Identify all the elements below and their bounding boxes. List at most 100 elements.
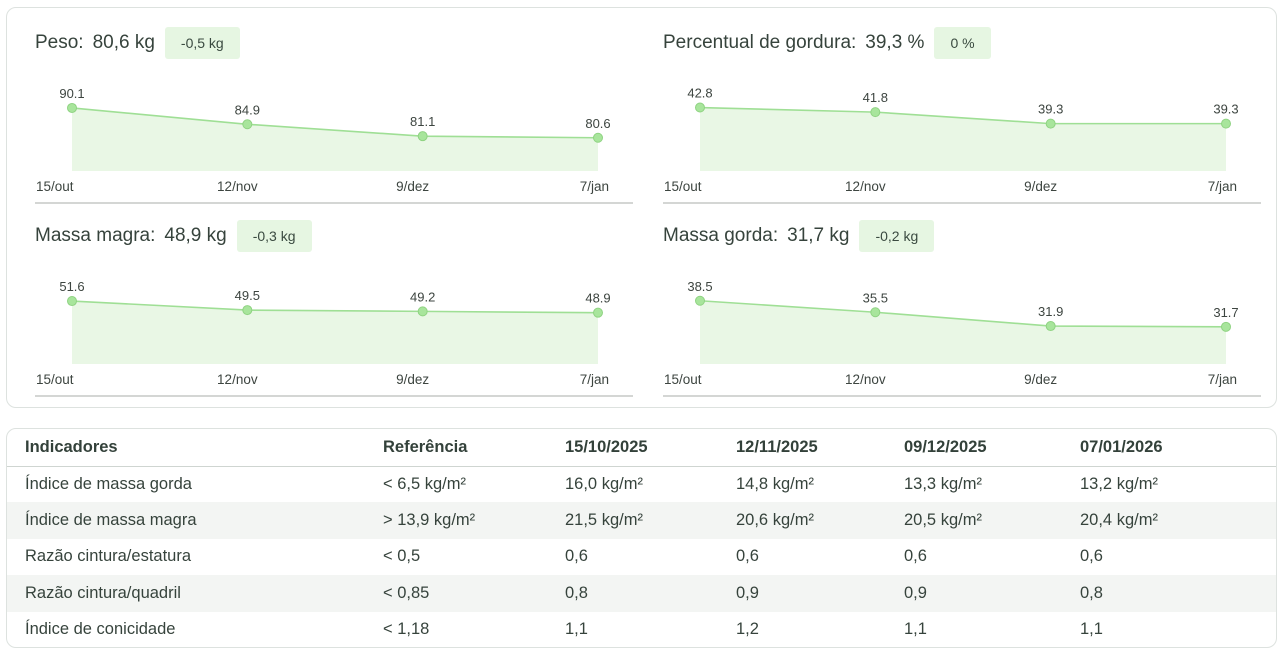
chart-header: Peso: 80,6 kg -0,5 kg: [35, 26, 240, 60]
data-label: 38.5: [687, 279, 712, 294]
chart-peso: Peso: 80,6 kg -0,5 kg 90.1 15/out 84.9 12/n…: [35, 26, 633, 216]
header-date-4: 07/01/2026: [1062, 429, 1276, 467]
chart-label: Peso:: [35, 32, 84, 53]
data-point: [242, 305, 253, 316]
x-tick-label: 7/jan: [1208, 179, 1237, 194]
table-cell: Índice de massa magra: [7, 502, 365, 539]
table-cell: 0,9: [886, 575, 1062, 612]
header-date-3: 09/12/2025: [886, 429, 1062, 467]
table-cell: Índice de massa gorda: [25, 474, 192, 493]
table-cell: > 13,9 kg/m²: [365, 502, 547, 539]
table-row: Índice de massa magra > 13,9 kg/m² 21,5 …: [7, 502, 1276, 539]
table-cell: 1,2: [736, 620, 759, 639]
data-label: 31.7: [1213, 305, 1238, 320]
x-tick-label: 9/dez: [1024, 179, 1057, 194]
chart-header: Massa gorda: 31,7 kg -0,2 kg: [663, 219, 935, 253]
data-point: [1221, 118, 1231, 129]
delta-badge: 0 %: [934, 27, 991, 59]
series-line: [699, 299, 1227, 328]
table-cell: < 6,5 kg/m²: [383, 474, 466, 493]
table-cell: 21,5 kg/m²: [547, 502, 718, 539]
table-cell: Razão cintura/quadril: [7, 575, 365, 612]
data-label: 51.6: [59, 279, 84, 294]
indicators-table: Indicadores Referência 15/10/2025 12/11/…: [7, 429, 1276, 647]
data-point: [417, 306, 428, 317]
table-cell: 0,8: [547, 575, 718, 612]
chart-label: Percentual de gordura:: [663, 32, 857, 53]
header-indicadores: Indicadores: [7, 429, 365, 467]
data-label: 84.9: [235, 102, 260, 117]
table-cell: Razão cintura/estatura: [25, 547, 192, 566]
area-fill: [72, 107, 598, 171]
table-cell: 0,6: [1080, 547, 1103, 566]
area-fill: [700, 300, 1226, 364]
table-cell: 1,1: [565, 620, 588, 639]
chart-header: Massa magra: 48,9 kg -0,3 kg: [35, 219, 312, 253]
table-cell: 13,3 kg/m²: [904, 474, 982, 493]
data-label: 48.9: [585, 291, 610, 306]
table-cell: < 1,18: [383, 620, 430, 639]
header-referencia: Referência: [365, 429, 547, 467]
x-tick-label: 12/nov: [217, 372, 258, 387]
data-point: [593, 132, 603, 143]
x-tick-label: 7/jan: [580, 372, 609, 387]
table-cell: 0,8: [1062, 575, 1276, 612]
data-label: 90.1: [59, 86, 84, 101]
table-cell: 14,8 kg/m²: [736, 474, 814, 493]
chart-label: Massa gorda:: [663, 225, 779, 246]
data-label: 39.3: [1038, 102, 1063, 117]
area-fill: [700, 107, 1226, 171]
x-tick-label: 15/out: [36, 372, 74, 387]
delta-badge: -0,3 kg: [236, 220, 312, 252]
chart-value: 80,6 kg: [92, 32, 155, 53]
data-label: 35.5: [863, 290, 888, 305]
table-cell: < 0,5: [383, 547, 421, 566]
data-point: [593, 307, 603, 318]
data-label: 42.8: [687, 86, 712, 101]
data-point: [242, 119, 253, 130]
table-row: Índice de massa gorda < 6,5 kg/m² 16,0 k…: [7, 466, 1276, 502]
series-line: [699, 106, 1226, 125]
chart-svg: 90.1 15/out 84.9 12/nov 81.1 9/dez 80.6 7/jan: [35, 86, 633, 204]
x-tick-label: 9/dez: [1024, 372, 1057, 387]
data-point: [1045, 118, 1056, 129]
data-point: [67, 102, 77, 113]
chart-massa-gorda: Massa gorda: 31,7 kg -0,2 kg 38.5 15/out 3…: [663, 219, 1261, 409]
chart-svg: 51.6 15/out 49.5 12/nov 49.2 9/dez 48.9 7/jan: [35, 279, 633, 397]
table-cell: 16,0 kg/m²: [565, 474, 643, 493]
data-label: 80.6: [585, 116, 610, 131]
x-tick-label: 15/out: [36, 179, 74, 194]
series-line: [71, 107, 599, 139]
table-cell: < 0,85: [365, 575, 547, 612]
table-row: Razão cintura/quadril < 0,85 0,8 0,9 0,9…: [7, 575, 1276, 612]
data-label: 81.1: [410, 114, 435, 129]
chart-value: 31,7 kg: [787, 225, 850, 246]
table-cell: 13,2 kg/m²: [1080, 474, 1158, 493]
x-tick-label: 12/nov: [845, 372, 886, 387]
table-cell: 1,1: [1080, 620, 1103, 639]
table-cell: Índice de conicidade: [25, 620, 176, 639]
data-label: 31.9: [1038, 304, 1063, 319]
data-point: [870, 107, 881, 118]
chart-value: 48,9 kg: [164, 225, 227, 246]
charts-card: Peso: 80,6 kg -0,5 kg 90.1 15/out 84.9 12/n…: [6, 7, 1277, 408]
table-row: Índice de conicidade < 1,18 1,1 1,2 1,1 …: [7, 612, 1276, 647]
x-tick-label: 15/out: [664, 372, 702, 387]
table-cell: 20,4 kg/m²: [1062, 502, 1276, 539]
chart-massa-magra: Massa magra: 48,9 kg -0,3 kg 51.6 15/out 4…: [35, 219, 633, 409]
table-cell: 20,5 kg/m²: [886, 502, 1062, 539]
data-point: [1045, 321, 1056, 332]
data-label: 41.8: [863, 90, 888, 105]
indicators-table-card: Indicadores Referência 15/10/2025 12/11/…: [6, 428, 1277, 648]
table-cell: 1,1: [904, 620, 927, 639]
data-label: 49.2: [410, 289, 435, 304]
data-point: [67, 296, 77, 307]
table-cell: 0,6: [736, 547, 759, 566]
data-point: [695, 295, 705, 306]
x-tick-label: 15/out: [664, 179, 702, 194]
chart-label: Massa magra:: [35, 225, 156, 246]
data-point: [870, 307, 881, 318]
series-line: [71, 300, 599, 314]
data-label: 49.5: [235, 288, 260, 303]
x-tick-label: 9/dez: [396, 372, 429, 387]
